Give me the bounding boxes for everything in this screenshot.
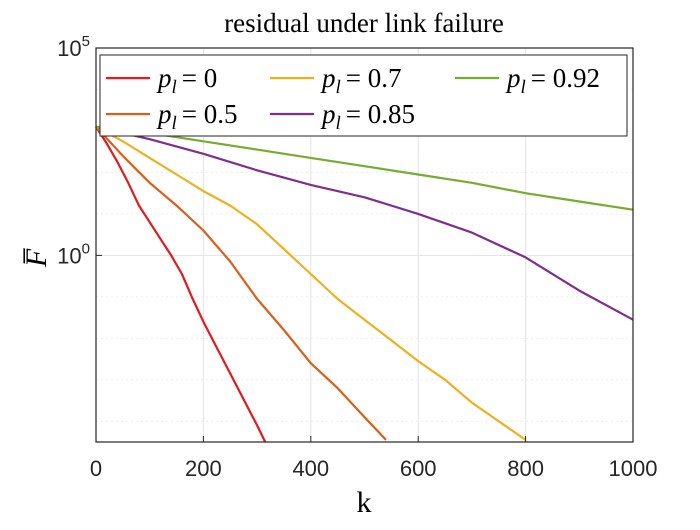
- legend-label-1: pl = 0.5: [156, 99, 238, 134]
- legend-item-2: pl = 0.7: [270, 63, 402, 98]
- series-line-4: [95, 125, 634, 211]
- legend-label-2: pl = 0.7: [320, 63, 402, 98]
- legend-item-3: pl = 0.85: [270, 99, 415, 134]
- y-tick-label-1: 105: [57, 33, 90, 61]
- x-tick-label-5: 1000: [609, 456, 658, 481]
- y-tick-label-0: 100: [57, 240, 90, 268]
- legend-label-3: pl = 0.85: [320, 99, 415, 134]
- legend-item-4: pl = 0.92: [455, 63, 600, 98]
- chart-title: residual under link failure: [224, 8, 504, 38]
- legend: pl = 0 pl = 0.7 pl = 0.92 pl = 0.5 pl = 0.85: [99, 54, 628, 137]
- svg-text:F̅: F̅: [20, 247, 53, 268]
- x-axis-label: k: [357, 486, 372, 519]
- series-layer: [95, 125, 634, 443]
- x-tick-label-2: 400: [292, 456, 329, 481]
- x-tick-label-0: 0: [90, 456, 102, 481]
- legend-label-0: pl = 0: [156, 63, 217, 98]
- axis-layer: 0 200 400 600 800 1000 100 105: [57, 33, 657, 481]
- series-line-3: [95, 125, 634, 321]
- y-axis-label: F̅: [20, 247, 53, 268]
- x-tick-label-1: 200: [185, 456, 222, 481]
- legend-label-4: pl = 0.92: [505, 63, 600, 98]
- x-tick-label-4: 800: [507, 456, 544, 481]
- legend-box: [99, 54, 628, 137]
- x-tick-label-3: 600: [400, 456, 437, 481]
- legend-item-1: pl = 0.5: [106, 99, 238, 134]
- legend-item-0: pl = 0: [106, 63, 217, 98]
- plot-frame: [95, 47, 634, 443]
- series-line-0: [95, 126, 267, 443]
- series-line-1: [95, 126, 387, 441]
- series-line-2: [95, 125, 527, 441]
